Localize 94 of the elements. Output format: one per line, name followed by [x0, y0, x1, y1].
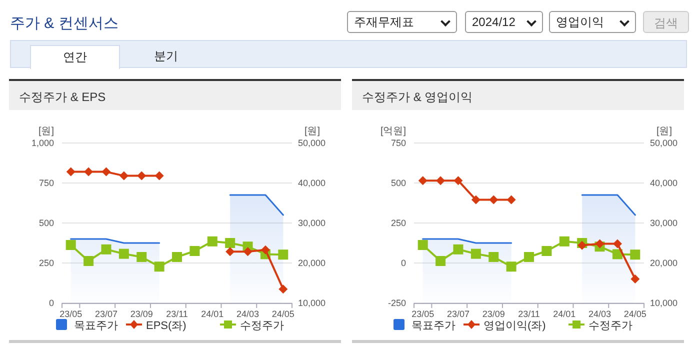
- point: [524, 252, 534, 262]
- text: 주가 & 컨센서스: [10, 14, 118, 33]
- point: [154, 171, 164, 180]
- point: [172, 252, 182, 262]
- x-tick-label: 23/11: [518, 309, 540, 319]
- y-tick-label: 500: [38, 218, 54, 228]
- text: 영업이익: [549, 11, 636, 33]
- x-tick-label: 23/05: [412, 309, 434, 319]
- y2-tick-label: 50,000: [650, 138, 678, 148]
- legend-label: 목표주가: [412, 320, 456, 332]
- point: [436, 176, 446, 186]
- point: [119, 171, 128, 180]
- point: [453, 244, 464, 254]
- point: [418, 176, 428, 186]
- y-tick-label: 500: [390, 178, 406, 188]
- y2-axis-title: [원]: [656, 126, 672, 137]
- y-tick-label: 1,000: [31, 138, 54, 148]
- point: [84, 256, 94, 266]
- point: [630, 250, 640, 260]
- text: 분기: [153, 48, 179, 65]
- point: [154, 262, 164, 272]
- point: [136, 252, 147, 262]
- point: [489, 195, 498, 204]
- point: [488, 252, 499, 262]
- point: [84, 167, 94, 176]
- point: [137, 171, 146, 180]
- point: [226, 247, 235, 256]
- x-tick-label: 23/07: [94, 309, 118, 319]
- point: [102, 167, 111, 176]
- point: [278, 284, 288, 294]
- y-tick-label: 0: [48, 298, 54, 308]
- point: [542, 246, 552, 256]
- point: [260, 245, 270, 254]
- x-tick-label: 23/09: [130, 309, 153, 319]
- point: [101, 244, 112, 254]
- point: [118, 248, 129, 259]
- point: [436, 256, 446, 266]
- point: [66, 167, 76, 176]
- x-tick-label: 24/05: [624, 309, 646, 319]
- y2-axis-title: [원]: [304, 126, 320, 137]
- legend-label: 목표주가: [74, 320, 118, 332]
- text: 2024/12: [465, 11, 543, 33]
- x-tick-label: 24/03: [236, 309, 260, 319]
- y-tick-label: 750: [390, 138, 406, 148]
- y2-tick-label: 20,000: [298, 258, 326, 268]
- point: [243, 247, 252, 256]
- x-tick-label: 24/01: [553, 309, 576, 319]
- y-tick-label: 0: [400, 258, 406, 268]
- legend-label: EPS(좌): [146, 320, 186, 332]
- chart-title: 수정주가 & EPS: [19, 89, 106, 106]
- legend-label: 수정주가: [240, 320, 284, 332]
- x-tick-label: 23/09: [482, 309, 505, 319]
- point: [559, 236, 570, 246]
- y2-tick-label: 40,000: [298, 178, 326, 188]
- y-tick-label: 750: [38, 178, 54, 188]
- point: [506, 262, 516, 272]
- y2-tick-label: 10,000: [650, 298, 678, 308]
- x-tick-label: 23/11: [166, 309, 188, 319]
- y2-tick-label: 50,000: [298, 138, 326, 148]
- point: [225, 238, 236, 248]
- point: [506, 195, 516, 204]
- text: 연간: [30, 45, 120, 69]
- text: 주재무제표: [347, 11, 457, 33]
- y-tick-label: 250: [390, 218, 406, 228]
- legend-label: 영업이익(좌): [484, 320, 546, 332]
- point: [471, 195, 480, 204]
- x-tick-label: 24/05: [272, 309, 294, 319]
- y2-tick-label: 20,000: [650, 258, 678, 268]
- point: [630, 274, 640, 284]
- y2-tick-label: 40,000: [650, 178, 678, 188]
- point: [578, 240, 587, 250]
- y-axis-title: [원]: [38, 126, 54, 137]
- point: [66, 240, 76, 250]
- y2-tick-label: 30,000: [650, 218, 678, 228]
- point: [207, 236, 218, 246]
- text: 검색: [643, 11, 689, 33]
- x-tick-label: 24/01: [201, 309, 224, 319]
- y-tick-label: 250: [38, 258, 54, 268]
- point: [454, 176, 463, 186]
- chart-title: 수정주가 & 영업이익: [362, 89, 473, 106]
- point: [190, 246, 200, 256]
- y-axis-title: [억원]: [380, 126, 406, 137]
- point: [470, 248, 481, 259]
- point: [418, 240, 428, 250]
- y2-tick-label: 30,000: [298, 218, 326, 228]
- y-tick-label: -250: [388, 298, 406, 308]
- legend-label: 수정주가: [588, 320, 632, 332]
- x-tick-label: 23/05: [60, 309, 82, 319]
- point: [278, 250, 288, 260]
- x-tick-label: 24/03: [588, 309, 612, 319]
- y2-tick-label: 10,000: [298, 298, 326, 308]
- point: [612, 239, 622, 248]
- point: [595, 239, 604, 248]
- x-tick-label: 23/07: [446, 309, 470, 319]
